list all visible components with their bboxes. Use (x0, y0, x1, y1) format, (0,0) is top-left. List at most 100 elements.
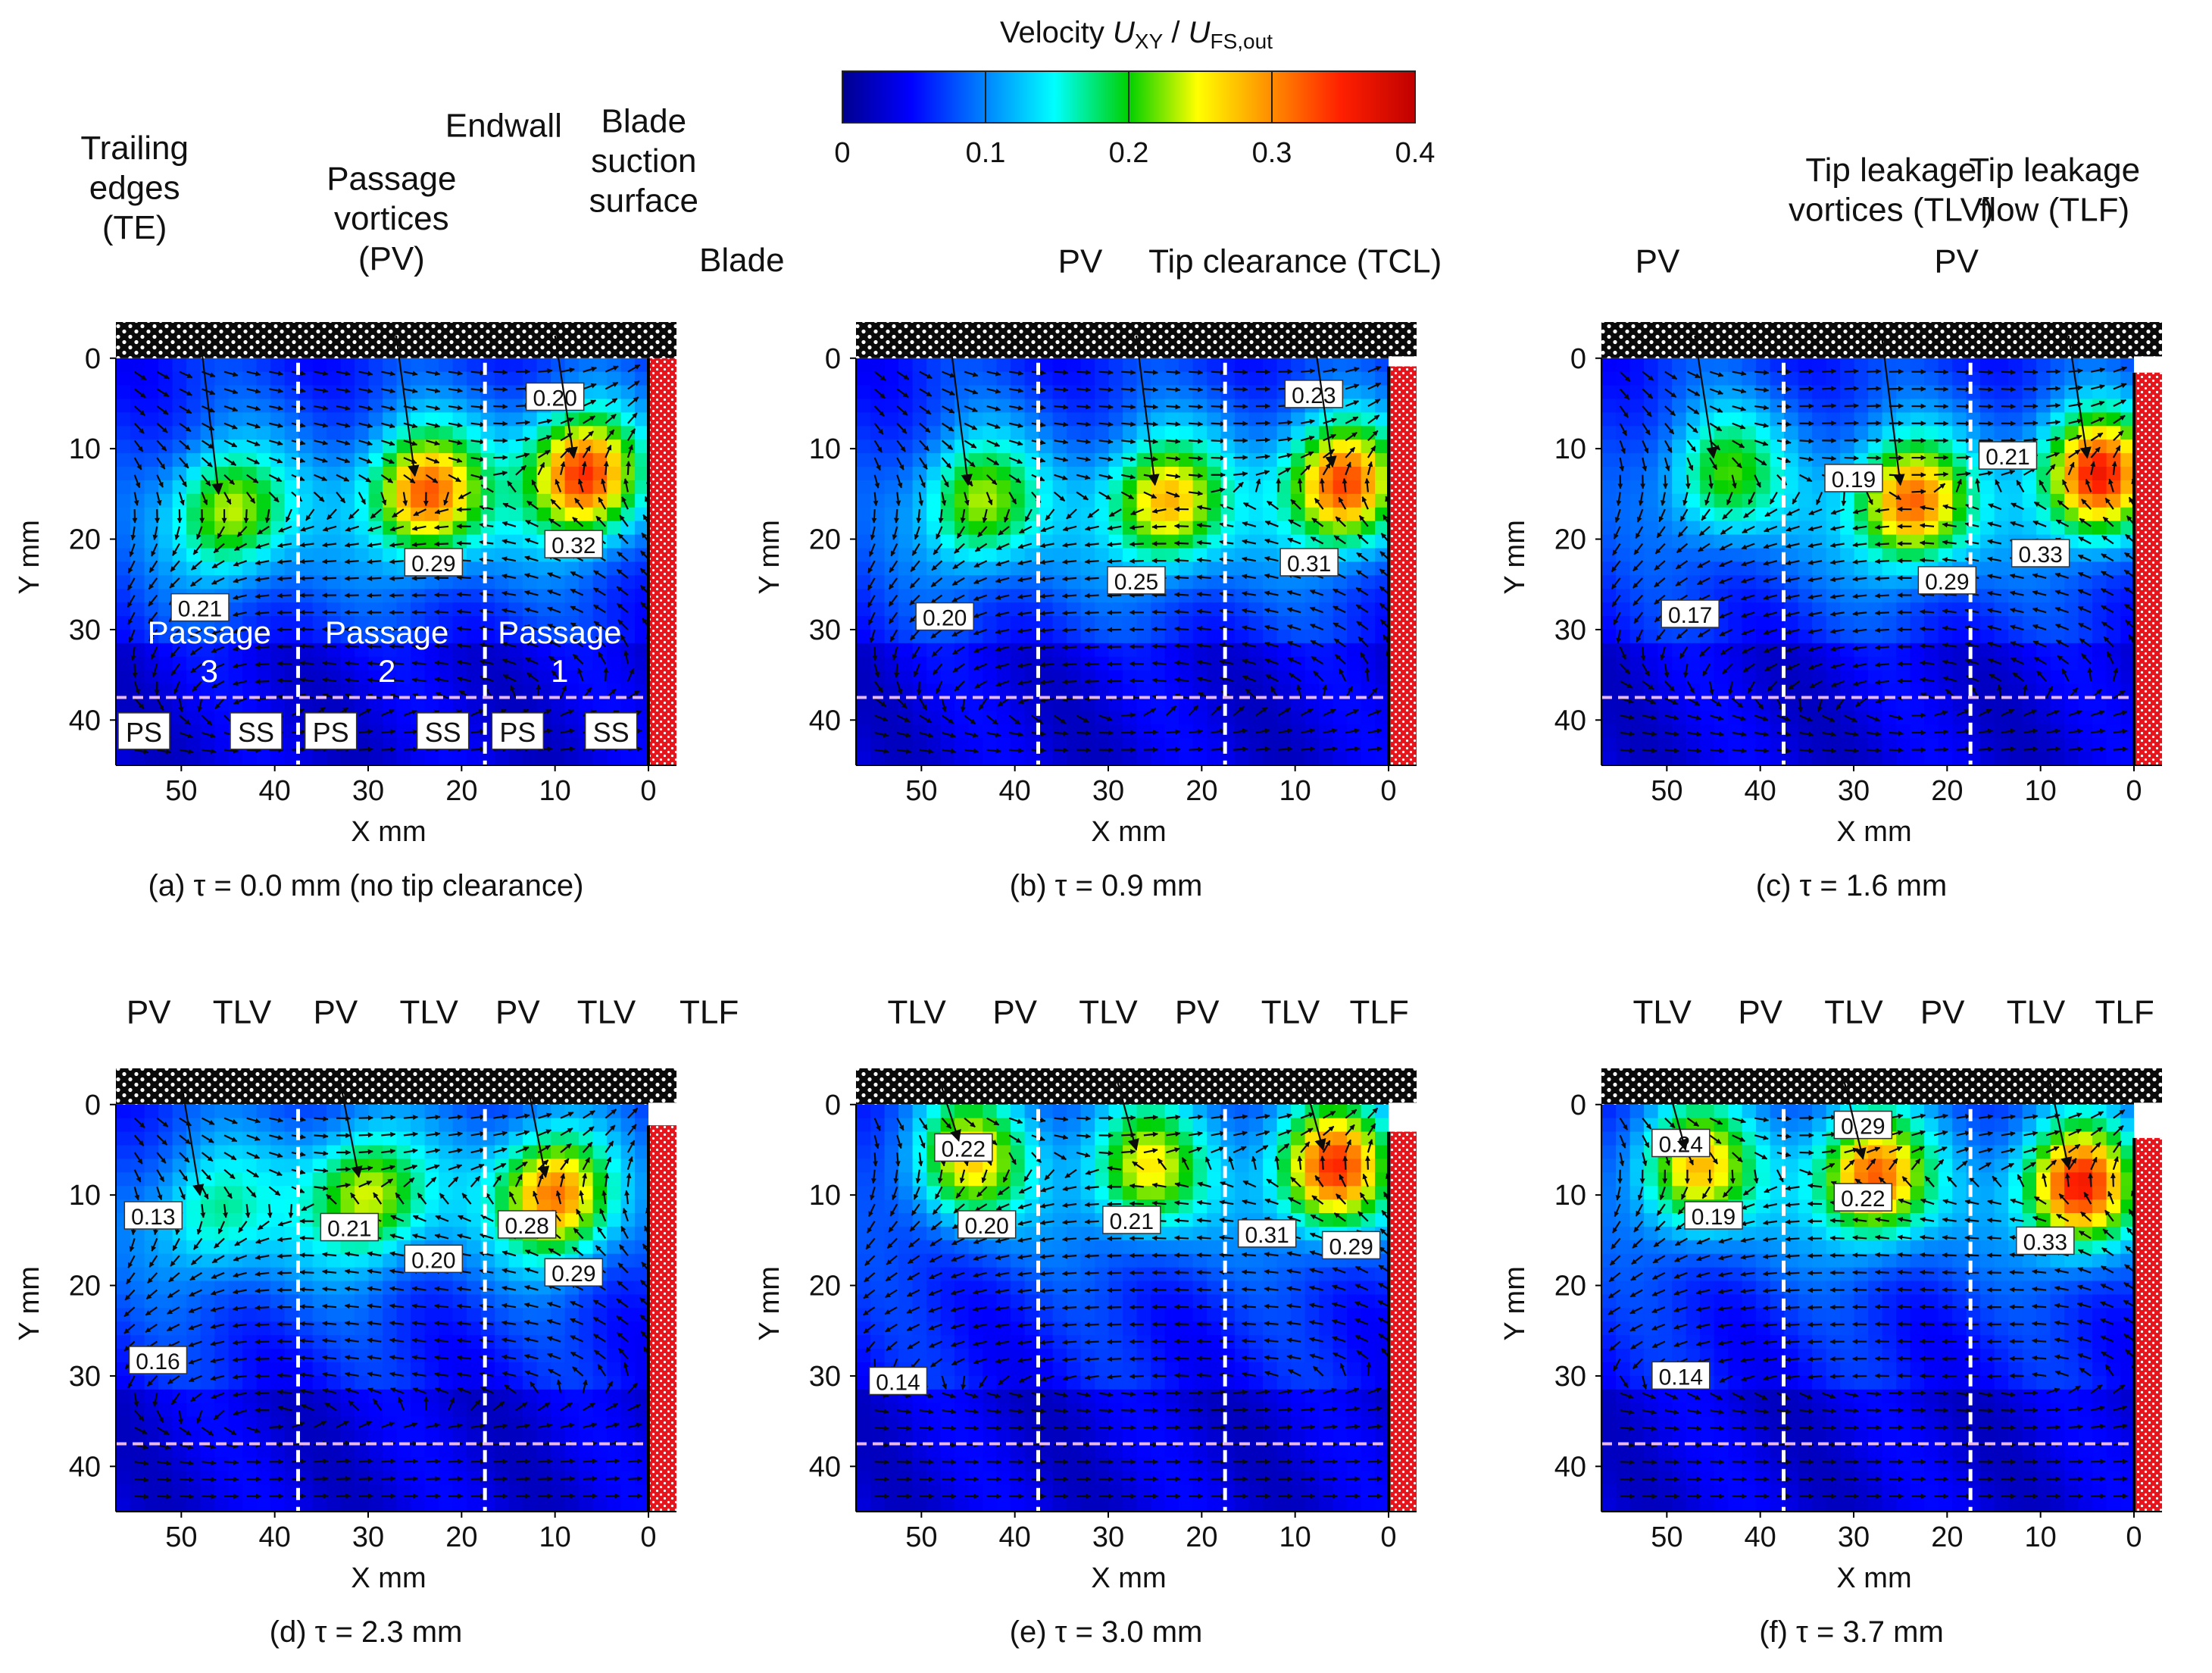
heatmap-cell (1080, 358, 1095, 373)
heatmap-cell (1094, 507, 1109, 522)
heatmap-cell (1910, 670, 1925, 685)
heatmap (116, 358, 676, 765)
heatmap-cell (1895, 670, 1911, 685)
heatmap-cell (968, 724, 983, 739)
heatmap-cell (270, 575, 285, 589)
heatmap-cell (1798, 683, 1813, 699)
vector-arrow (1642, 748, 1657, 754)
heatmap-cell (1374, 616, 1389, 630)
heatmap-cell (2064, 602, 2079, 617)
heatmap-cell (2050, 697, 2065, 711)
heatmap-cell (1136, 453, 1151, 468)
heatmap-cell (494, 548, 509, 562)
heatmap-cell (1318, 670, 1333, 685)
heatmap-cell (1206, 385, 1221, 400)
heatmap-cell (954, 656, 969, 671)
heatmap-cell (1671, 399, 1686, 413)
heatmap-cell (2064, 358, 2079, 373)
heatmap-cell (1276, 575, 1292, 589)
heatmap-cell (1867, 493, 1882, 508)
heatmap-cell (912, 752, 927, 765)
heatmap-cell (256, 358, 271, 373)
heatmap-cell (424, 629, 439, 644)
heatmap-cell (1234, 439, 1249, 454)
heatmap-cell (1629, 575, 1645, 589)
heatmap-cell (2078, 738, 2093, 752)
heatmap-cell (144, 399, 159, 413)
vector-arrow (515, 420, 531, 426)
heatmap-cell (578, 629, 593, 644)
heatmap-cell (1727, 670, 1742, 685)
heatmap-cell (564, 670, 580, 685)
heatmap-cell (186, 507, 201, 522)
heatmap-cell (116, 643, 131, 658)
heatmap-cell (340, 426, 355, 440)
heatmap-cell (1206, 683, 1221, 699)
heatmap-cell (982, 493, 997, 508)
heatmap-cell (940, 683, 955, 699)
heatmap-cell (452, 575, 467, 589)
heatmap-cell (1276, 683, 1292, 699)
heatmap-cell (1938, 412, 1953, 427)
heatmap-cell (1811, 412, 1826, 427)
heatmap-cell (634, 656, 649, 671)
heatmap-cell (2092, 493, 2107, 508)
heatmap-cell (2120, 738, 2135, 752)
heatmap-cell (326, 385, 341, 400)
heatmap-cell (620, 453, 636, 468)
heatmap-cell (1164, 752, 1179, 765)
heatmap-cell (1643, 507, 1658, 522)
heatmap-cell (1361, 371, 1376, 386)
heatmap-cell (1150, 616, 1165, 630)
heatmap-cell (620, 493, 636, 508)
heatmap-cell (1839, 493, 1854, 508)
heatmap-cell (438, 371, 453, 386)
heatmap-cell (1938, 629, 1953, 644)
heatmap-cell (1657, 656, 1673, 671)
vector-arrow (1732, 748, 1747, 754)
heatmap-cell (144, 697, 159, 711)
heatmap-cell (1220, 480, 1236, 495)
heatmap-cell (508, 371, 523, 386)
value-label: 0.32 (551, 533, 595, 558)
heatmap-cell (466, 602, 481, 617)
heatmap-cell (382, 575, 397, 589)
heatmap-cell (634, 467, 649, 481)
heatmap-cell (536, 493, 551, 508)
heatmap-cell (898, 752, 913, 765)
heatmap-cell (466, 629, 481, 644)
vector-arrow (872, 646, 878, 661)
vector-arrow (344, 660, 359, 666)
heatmap-cell (1811, 616, 1826, 630)
heatmap-cell (912, 534, 927, 549)
heatmap-cell (1629, 752, 1645, 765)
heatmap-cell (912, 561, 927, 576)
heatmap-cell (592, 683, 608, 699)
heatmap-cell (158, 453, 173, 468)
y-tick-label: 40 (69, 705, 101, 736)
heatmap-cell (1234, 385, 1249, 400)
heatmap-cell (326, 426, 341, 440)
heatmap-cell (2064, 697, 2079, 711)
heatmap-cell (1742, 616, 1757, 630)
heatmap-cell (634, 412, 649, 427)
heatmap-cell (242, 752, 257, 765)
heatmap-cell (564, 507, 580, 522)
heatmap-cell (1276, 426, 1292, 440)
heatmap-cell (1910, 371, 1925, 386)
heatmap-cell (1826, 575, 1841, 589)
heatmap-cell (1699, 724, 1714, 739)
heatmap-cell (2078, 493, 2093, 508)
heatmap-cell (2120, 480, 2135, 495)
heatmap-cell (1192, 385, 1208, 400)
heatmap-cell (242, 426, 257, 440)
heatmap-cell (870, 467, 885, 481)
heatmap-cell (1164, 589, 1179, 603)
y-tick-label: 40 (809, 705, 841, 736)
heatmap-cell (2035, 711, 2051, 725)
heatmap-cell (382, 616, 397, 630)
heatmap-cell (2050, 683, 2065, 699)
heatmap-cell (298, 602, 313, 617)
heatmap-cell (1108, 670, 1123, 685)
heatmap-cell (1164, 426, 1179, 440)
